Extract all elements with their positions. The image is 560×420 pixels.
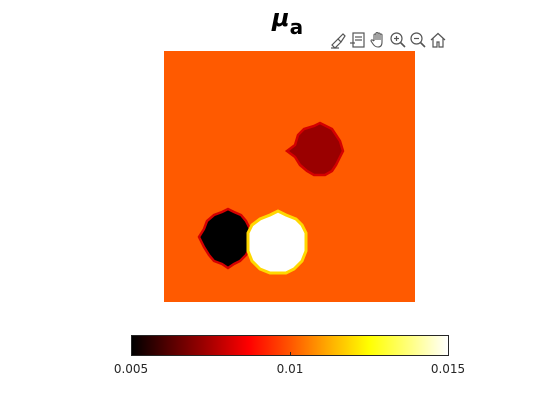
colorbar-tick-mid (290, 352, 291, 356)
home-button[interactable] (428, 30, 448, 50)
colorbar-tick-min (131, 352, 132, 356)
zoom-out-icon (410, 32, 426, 48)
colorbar-label-mid: 0.01 (276, 362, 304, 376)
brush-icon (331, 33, 346, 49)
datatip-icon (350, 32, 365, 48)
brush-button[interactable] (328, 30, 348, 50)
colorbar-tick-max (448, 352, 449, 356)
absorption-map-image (164, 51, 415, 302)
black-inclusion (197, 207, 254, 270)
zoom-in-button[interactable] (388, 30, 408, 50)
axes-toolbar (328, 30, 448, 50)
colorbar-gradient (132, 336, 448, 355)
plot-title: μa (272, 6, 303, 37)
datatip-button[interactable] (348, 30, 368, 50)
zoom-in-icon (390, 32, 406, 48)
dark-red-inclusion (284, 121, 345, 177)
image-axes[interactable] (164, 51, 415, 302)
pan-hand-icon (370, 31, 383, 48)
home-icon (430, 32, 446, 48)
title-symbol: μ (272, 4, 290, 32)
title-subscript: a (289, 15, 304, 39)
zoom-out-button[interactable] (408, 30, 428, 50)
colorbar-label-max: 0.015 (430, 362, 466, 376)
white-inclusion (246, 209, 308, 275)
colorbar-label-min: 0.005 (113, 362, 149, 376)
pan-button[interactable] (368, 30, 388, 50)
